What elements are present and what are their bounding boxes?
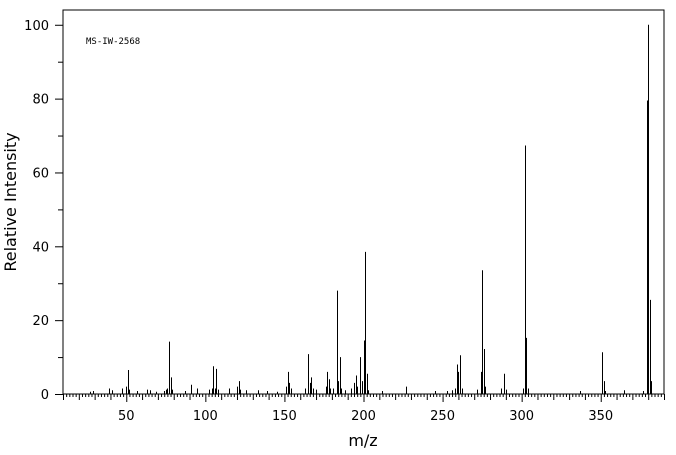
y-tick-label: 40 <box>32 240 49 255</box>
x-axis-title: m/z <box>348 431 377 450</box>
x-tick-labels: 50 100 150 200 250 300 350 <box>118 409 613 424</box>
y-tick-label: 60 <box>32 166 49 181</box>
x-tick-label: 100 <box>193 409 218 424</box>
x-tick-label: 300 <box>509 409 534 424</box>
peaks <box>90 24 652 394</box>
y-tick-label: 100 <box>24 19 49 34</box>
y-axis-title: Relative Intensity <box>1 132 20 271</box>
y-ticks <box>55 24 63 395</box>
x-tick-label: 200 <box>351 409 376 424</box>
x-tick-label: 150 <box>272 409 297 424</box>
y-tick-labels: 0 20 40 60 80 100 <box>24 19 49 403</box>
y-tick-label: 20 <box>32 314 49 329</box>
minor-x-ticks <box>66 394 662 397</box>
y-tick-label: 80 <box>32 93 49 108</box>
spectrum-annotation: MS-IW-2568 <box>86 37 140 47</box>
major-x-ticks <box>63 394 665 402</box>
x-tick-label: 350 <box>588 409 613 424</box>
x-tick-label: 250 <box>430 409 455 424</box>
y-tick-label: 0 <box>41 388 49 403</box>
plot-frame <box>62 9 665 395</box>
x-tick-label: 50 <box>118 409 135 424</box>
